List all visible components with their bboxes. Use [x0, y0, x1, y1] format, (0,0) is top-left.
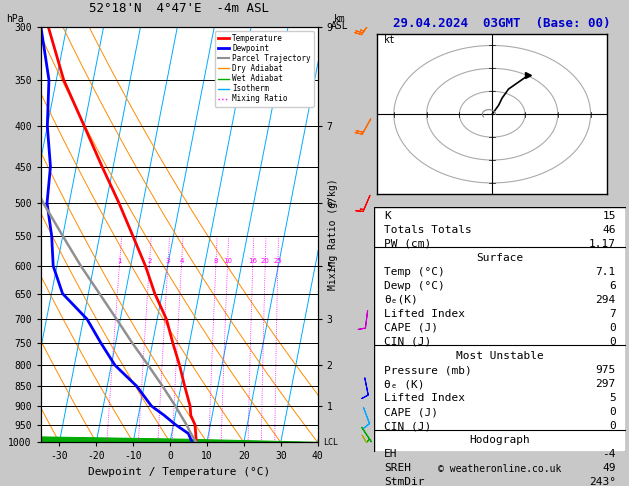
- Text: km: km: [334, 14, 345, 24]
- Text: 15: 15: [603, 211, 616, 221]
- Text: 0: 0: [609, 337, 616, 347]
- Text: Temp (°C): Temp (°C): [384, 267, 445, 277]
- Text: 5: 5: [609, 393, 616, 403]
- Text: CAPE (J): CAPE (J): [384, 323, 438, 333]
- Text: 6: 6: [609, 281, 616, 291]
- Text: 297: 297: [596, 379, 616, 389]
- Text: 10: 10: [223, 258, 232, 264]
- Text: 4: 4: [179, 258, 184, 264]
- Text: EH: EH: [384, 449, 398, 459]
- Text: Surface: Surface: [476, 253, 524, 263]
- Text: -4: -4: [603, 449, 616, 459]
- Text: 25: 25: [274, 258, 282, 264]
- Text: Hodograph: Hodograph: [470, 435, 530, 445]
- Text: Pressure (mb): Pressure (mb): [384, 365, 472, 375]
- Text: θₑ(K): θₑ(K): [384, 295, 418, 305]
- Text: CIN (J): CIN (J): [384, 421, 431, 431]
- X-axis label: Dewpoint / Temperature (°C): Dewpoint / Temperature (°C): [88, 467, 270, 477]
- Text: SREH: SREH: [384, 463, 411, 473]
- Text: 294: 294: [596, 295, 616, 305]
- Text: hPa: hPa: [6, 14, 24, 24]
- Text: CAPE (J): CAPE (J): [384, 407, 438, 417]
- Text: θₑ (K): θₑ (K): [384, 379, 425, 389]
- Text: kt: kt: [384, 35, 396, 45]
- FancyBboxPatch shape: [374, 207, 626, 452]
- Text: LCL: LCL: [323, 438, 338, 447]
- Text: Lifted Index: Lifted Index: [384, 393, 465, 403]
- Text: 975: 975: [596, 365, 616, 375]
- Text: Mixing Ratio (g/kg): Mixing Ratio (g/kg): [328, 179, 338, 290]
- Legend: Temperature, Dewpoint, Parcel Trajectory, Dry Adiabat, Wet Adiabat, Isotherm, Mi: Temperature, Dewpoint, Parcel Trajectory…: [214, 31, 314, 106]
- Text: PW (cm): PW (cm): [384, 239, 431, 249]
- Text: 16: 16: [248, 258, 257, 264]
- Text: 20: 20: [261, 258, 270, 264]
- Text: 1.17: 1.17: [589, 239, 616, 249]
- Text: 0: 0: [609, 407, 616, 417]
- Text: 49: 49: [603, 463, 616, 473]
- Text: K: K: [384, 211, 391, 221]
- Text: StmDir: StmDir: [384, 477, 425, 486]
- Text: 52°18'N  4°47'E  -4m ASL: 52°18'N 4°47'E -4m ASL: [89, 1, 269, 15]
- Text: © weatheronline.co.uk: © weatheronline.co.uk: [438, 464, 562, 474]
- Text: 2: 2: [147, 258, 152, 264]
- Text: Most Unstable: Most Unstable: [456, 351, 544, 361]
- Text: 29.04.2024  03GMT  (Base: 00): 29.04.2024 03GMT (Base: 00): [393, 17, 611, 30]
- Text: 7.1: 7.1: [596, 267, 616, 277]
- Text: 0: 0: [609, 421, 616, 431]
- Text: 46: 46: [603, 225, 616, 235]
- Text: 3: 3: [165, 258, 170, 264]
- Text: 7: 7: [609, 309, 616, 319]
- Text: 8: 8: [214, 258, 218, 264]
- Text: 1: 1: [117, 258, 121, 264]
- Text: 243°: 243°: [589, 477, 616, 486]
- Text: CIN (J): CIN (J): [384, 337, 431, 347]
- Text: Lifted Index: Lifted Index: [384, 309, 465, 319]
- Text: 0: 0: [609, 323, 616, 333]
- Text: ASL: ASL: [331, 21, 348, 31]
- Text: Dewp (°C): Dewp (°C): [384, 281, 445, 291]
- Text: Totals Totals: Totals Totals: [384, 225, 472, 235]
